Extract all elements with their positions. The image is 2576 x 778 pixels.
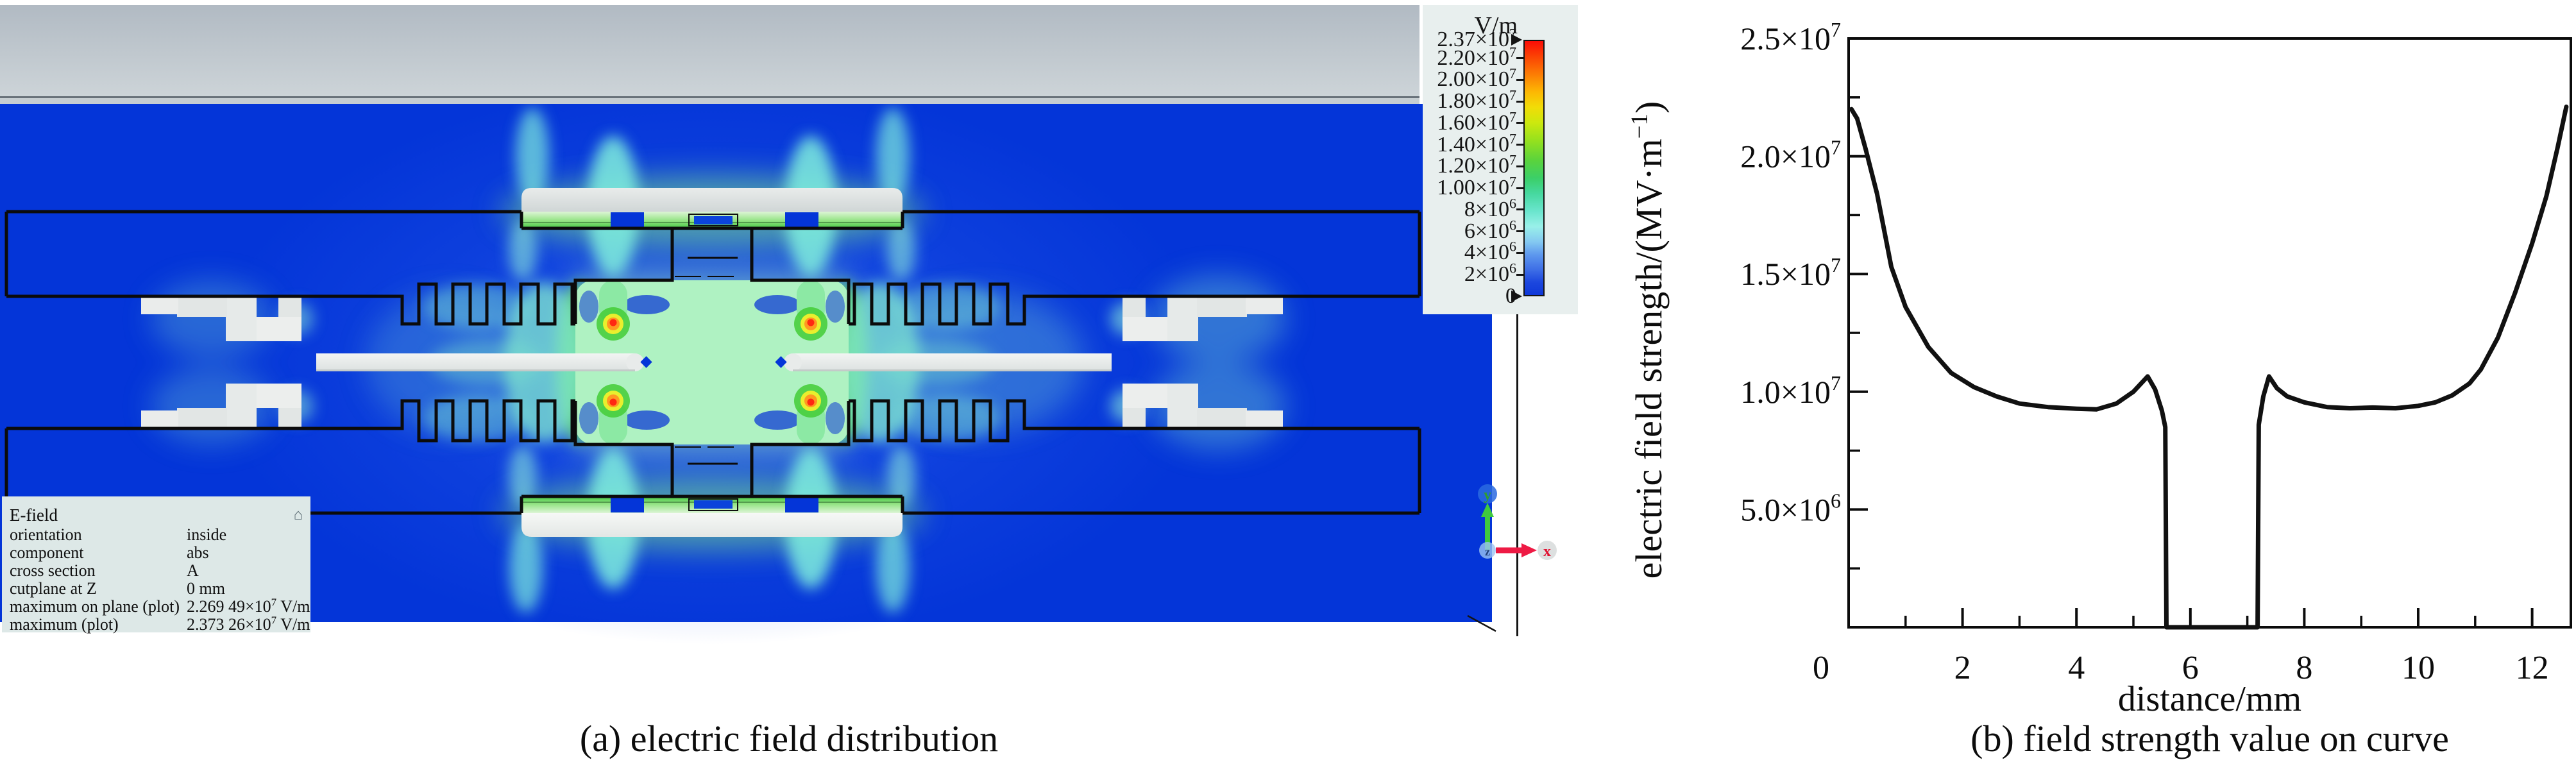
chart-y-axis-label: electric field strength/(MV·m−1): [1627, 101, 1670, 579]
info-row-value: A: [187, 561, 199, 580]
structure-outlines: [4, 210, 1421, 515]
colorbar-tick-label: 1.80×107: [1437, 87, 1516, 114]
colorbar-tick-mark: [1516, 230, 1525, 233]
colorbar-tick-mark: [1516, 187, 1525, 189]
colorbar-tick-label: 1.60×107: [1437, 108, 1516, 135]
caption-panel-b: (b) field strength value on curve: [1970, 718, 2449, 759]
info-row-label: maximum on plane (plot): [10, 597, 180, 616]
x-tick-label: 6: [2182, 650, 2199, 686]
colorbar-range-arrow: [1511, 34, 1522, 46]
colorbar-unit-label: V/m: [1474, 12, 1518, 39]
x-tick-label: 2: [1954, 650, 1971, 686]
x-axis-icon-label: x: [1543, 543, 1551, 560]
colorbar-tick-label: 2.37×107: [1437, 25, 1516, 51]
info-row-value: 2.269 49×107 V/m: [187, 596, 310, 616]
colorbar-range-arrow: [1511, 291, 1522, 302]
y-tick-label: 1.0×107: [1740, 371, 1841, 410]
x-tick-label: 10: [2402, 650, 2435, 686]
efield-info-box: E-field ⌂ orientation inside component abs c…: [2, 496, 310, 634]
colorbar-tick-label: 1.00×107: [1437, 173, 1516, 200]
colorbar-tick-label: 2.00×107: [1437, 65, 1516, 92]
x-tick-label: 4: [2068, 650, 2085, 686]
bottom-electrode-assembly: [521, 496, 902, 537]
chart-x-axis-label: distance/mm: [2117, 679, 2302, 719]
field-strength-curve: [1849, 105, 2569, 630]
colorbar-tick-label: 2.20×107: [1437, 44, 1516, 70]
info-row-value: inside: [187, 525, 227, 544]
colorbar-tick-label: 8×106: [1464, 195, 1516, 221]
field-hotspots: [597, 307, 827, 418]
central-field-block: [575, 280, 849, 444]
info-row-label: cutplane at Z: [10, 579, 97, 598]
colorbar-tick-mark: [1516, 57, 1525, 60]
colorbar-tick-label: 6×106: [1464, 217, 1516, 243]
y-tick-label: 1.5×107: [1740, 253, 1841, 292]
top-electrode-assembly: [521, 188, 902, 228]
colorbar-tick-mark: [1516, 78, 1525, 81]
info-row-label: maximum (plot): [10, 615, 119, 634]
colorbar-tick-mark: [1516, 100, 1525, 103]
colorbar-tick-label: 0: [1505, 284, 1516, 308]
caption-panel-a: (a) electric field distribution: [579, 718, 999, 759]
info-box-collapse-icon[interactable]: ⌂: [293, 507, 303, 523]
info-row-value: abs: [187, 543, 209, 562]
chart-plot-frame: [1847, 37, 2572, 629]
side-step-structures: [141, 296, 1283, 428]
info-row-value: 2.373 26×107 V/m: [187, 614, 310, 634]
colorbar-tick-label: 2×106: [1464, 260, 1516, 287]
x-tick-label: 0: [1813, 650, 1829, 686]
colorbar-legend: V/m 2.37×107 2.20×107 2.00×107 1.80×107 1.60…: [1423, 5, 1578, 314]
colorbar-tick-mark: [1516, 144, 1525, 146]
efield-distribution-image: y z x: [0, 5, 1557, 645]
y-tick-label: 5.0×106: [1740, 489, 1841, 527]
y-tick-label: 2.5×107: [1740, 18, 1841, 56]
info-row-label: component: [10, 543, 84, 562]
info-box-title: E-field: [10, 505, 58, 525]
colorbar-tick-mark: [1516, 273, 1525, 276]
x-tick-label: 12: [2516, 650, 2549, 686]
field-strength-chart: 0 2 4 6 8 10 12 2.5×107 2.0×107 1.5×107 1.0×107 5.0…: [1627, 18, 2572, 686]
y-tick-label: 2.0×107: [1740, 136, 1841, 174]
coordinate-axes-icon: y z x: [1478, 484, 1557, 560]
info-row-value: 0 mm: [187, 579, 225, 598]
y-axis-icon-label: y: [1484, 487, 1491, 503]
colorbar-tick-mark: [1516, 208, 1525, 211]
z-axis-icon-label: z: [1485, 545, 1490, 558]
view-frame-lines: [1467, 96, 1518, 636]
info-row-label: orientation: [10, 525, 82, 544]
colorbar-tick-mark: [1516, 251, 1525, 254]
colorbar-tick-label: 1.40×107: [1437, 130, 1516, 156]
colorbar-tick-label: 4×106: [1464, 239, 1516, 265]
cst-toolbar-strip: [0, 5, 1419, 104]
colorbar-tick-mark: [1516, 165, 1525, 167]
info-row-label: cross section: [10, 561, 96, 580]
x-tick-label: 8: [2296, 650, 2312, 686]
colorbar-gradient: [1523, 40, 1545, 296]
middle-electrode-bars: [316, 353, 1112, 371]
colorbar-tick-mark: [1516, 122, 1525, 124]
colorbar-tick-label: 1.20×107: [1437, 152, 1516, 178]
